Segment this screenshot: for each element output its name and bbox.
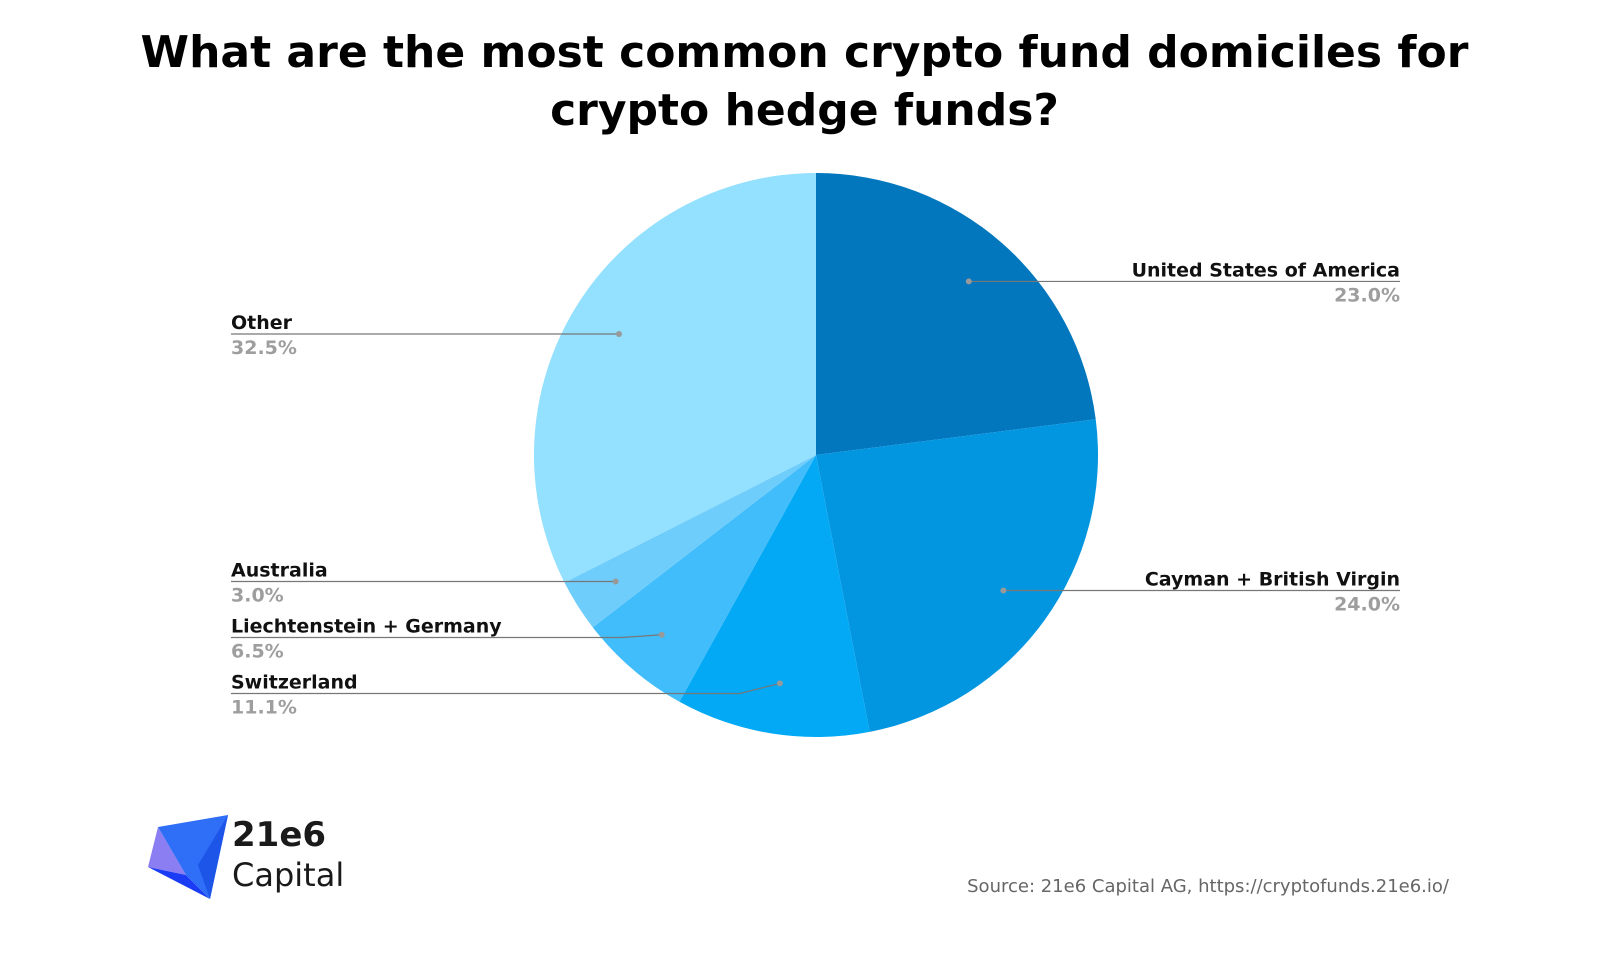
- logo-text-21e6: 21e6: [232, 815, 327, 855]
- pie-slices: [533, 172, 1098, 737]
- pie-slice-australia: [564, 455, 816, 628]
- slice-label-united-states-of-america: United States of America: [1132, 259, 1400, 281]
- leader-dot-switzerland: [776, 680, 783, 687]
- leader-dot-liechtenstein-germany: [658, 631, 665, 638]
- slice-label-other: Other: [231, 312, 293, 334]
- pie-slice-united-states-of-america: [816, 173, 1096, 455]
- chart-title-line-1: What are the most common crypto fund dom…: [140, 27, 1469, 78]
- slice-value-australia: 3.0%: [231, 584, 284, 606]
- slice-label-switzerland: Switzerland: [231, 671, 358, 693]
- leader-line-switzerland: [231, 682, 781, 695]
- slice-value-other: 32.5%: [231, 337, 297, 359]
- pie-labels: United States of America 23.0% Cayman + Br…: [231, 259, 1400, 718]
- logo-text-capital: Capital: [232, 856, 345, 894]
- pie-slice-other: [533, 172, 816, 583]
- company-logo: 21e6 Capital: [148, 815, 388, 905]
- pie-slice-liechtenstein-germany: [592, 455, 816, 702]
- slice-value-liechtenstein-germany: 6.5%: [231, 640, 284, 662]
- leader-dot-cayman-british-virgin: [1000, 587, 1007, 594]
- leader-dot-australia: [612, 578, 619, 585]
- slice-value-united-states-of-america: 23.0%: [1334, 284, 1400, 306]
- logo-mark-icon: [148, 815, 228, 899]
- slice-value-switzerland: 11.1%: [231, 696, 297, 718]
- leader-line-liechtenstein-germany: [231, 634, 662, 639]
- leader-dot-other: [615, 330, 622, 337]
- source-note: Source: 21e6 Capital AG, https://cryptof…: [967, 876, 1449, 897]
- slice-label-liechtenstein-germany: Liechtenstein + Germany: [231, 615, 502, 637]
- pie-slice-switzerland: [679, 455, 870, 737]
- slice-value-cayman-british-virgin: 24.0%: [1334, 594, 1400, 616]
- slice-label-cayman-british-virgin: Cayman + British Virgin: [1145, 569, 1400, 591]
- chart-title: What are the most common crypto fund dom…: [0, 24, 1609, 140]
- slice-label-australia: Australia: [231, 559, 328, 581]
- chart-title-line-2: crypto hedge funds?: [550, 85, 1059, 136]
- leader-dot-united-states-of-america: [965, 278, 972, 285]
- pie-slice-cayman-british-virgin: [816, 419, 1098, 732]
